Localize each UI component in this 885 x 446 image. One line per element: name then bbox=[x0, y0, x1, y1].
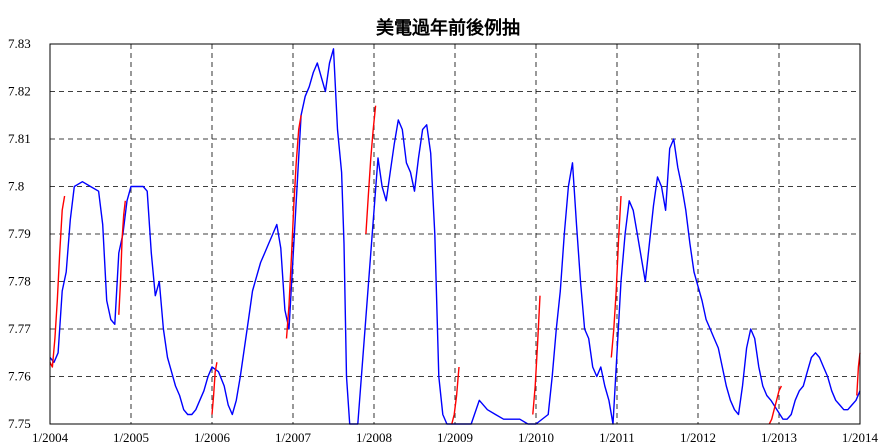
highlight-segment bbox=[451, 366, 460, 425]
highlight-segment bbox=[118, 200, 126, 315]
y-tick-label: 7.77 bbox=[8, 321, 31, 336]
x-tick-label: 1/2008 bbox=[356, 430, 392, 445]
x-tick-label: 1/2014 bbox=[842, 430, 879, 445]
x-tick-label: 1/2009 bbox=[437, 430, 473, 445]
x-tick-label: 1/2007 bbox=[275, 430, 312, 445]
highlight-segment bbox=[49, 195, 66, 368]
base-series-line bbox=[49, 48, 861, 425]
y-tick-label: 7.8 bbox=[8, 179, 24, 194]
y-tick-label: 7.75 bbox=[8, 416, 31, 431]
x-tick-label: 1/2004 bbox=[32, 430, 69, 445]
highlight-segment bbox=[856, 352, 861, 396]
highlight-segment bbox=[532, 295, 541, 415]
x-tick-label: 1/2013 bbox=[761, 430, 797, 445]
y-tick-label: 7.81 bbox=[8, 131, 31, 146]
x-tick-label: 1/2006 bbox=[194, 430, 231, 445]
x-tick-labels: 1/2004 1/2005 1/2006 1/2007 1/2008 1/2009 1/20… bbox=[32, 430, 878, 445]
y-tick-label: 7.78 bbox=[8, 274, 31, 289]
x-tick-label: 1/2010 bbox=[518, 430, 554, 445]
x-tick-label: 1/2005 bbox=[113, 430, 149, 445]
y-tick-label: 7.83 bbox=[8, 36, 31, 51]
x-tick-label: 1/2012 bbox=[680, 430, 716, 445]
y-tick-label: 7.82 bbox=[8, 84, 31, 99]
highlight-segment bbox=[285, 115, 302, 339]
highlight-segment bbox=[610, 195, 622, 358]
y-tick-label: 7.76 bbox=[8, 369, 31, 384]
grid-lines bbox=[50, 44, 860, 424]
highlight-segment bbox=[768, 385, 783, 425]
y-tick-labels: 7.75 7.76 7.77 7.78 7.79 7.8 7.81 7.82 7.83 bbox=[8, 36, 31, 431]
series-lines bbox=[49, 48, 861, 425]
chart-title: 美電過年前後例抽 bbox=[376, 17, 520, 39]
highlight-segment bbox=[365, 105, 377, 235]
y-tick-label: 7.79 bbox=[8, 226, 31, 241]
x-tick-label: 1/2011 bbox=[599, 430, 635, 445]
plot-frame bbox=[49, 43, 861, 425]
highlight-segment bbox=[211, 362, 218, 415]
